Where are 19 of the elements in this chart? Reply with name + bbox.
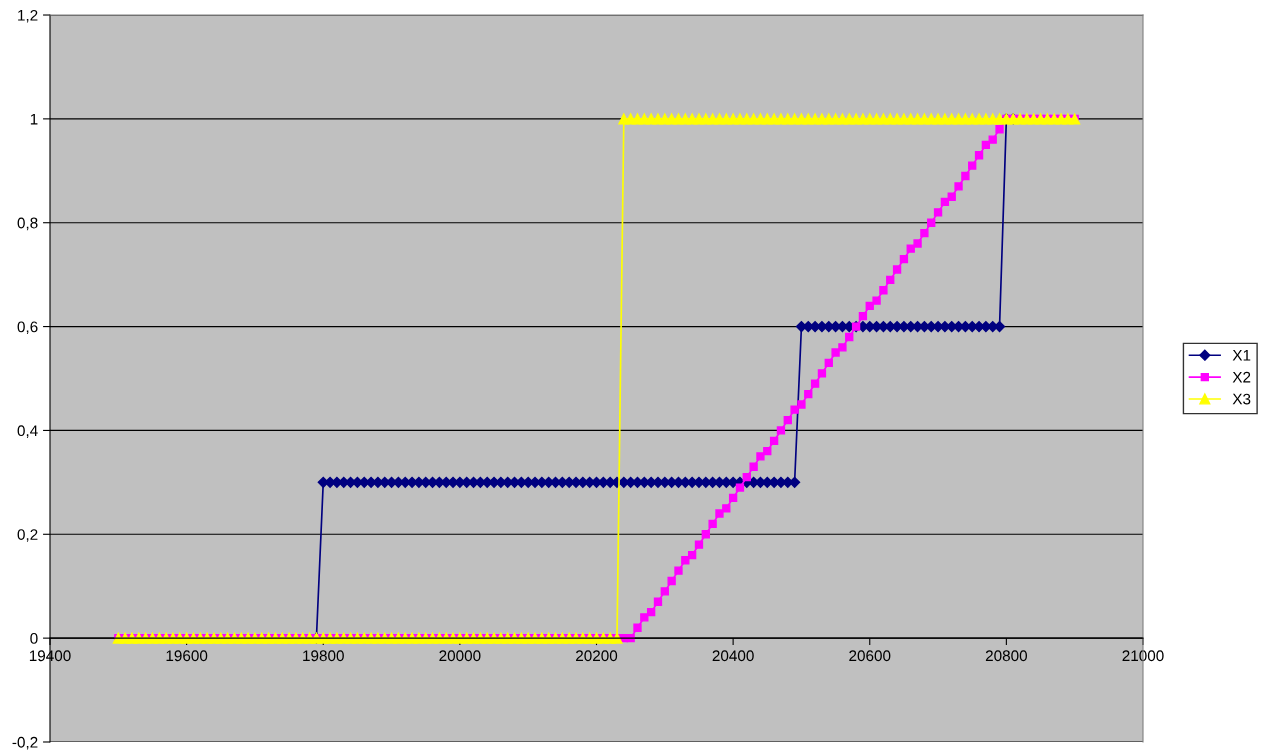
legend-label: X1 xyxy=(1232,350,1251,361)
x-tick-label: 21000 xyxy=(1122,650,1164,662)
y-tick-label: 1,2 xyxy=(18,9,38,23)
legend-label: X2 xyxy=(1232,371,1251,383)
x-tick-label: 20200 xyxy=(576,650,618,662)
y-tick-label: 0,4 xyxy=(17,425,38,438)
x-tick-label: 20800 xyxy=(985,650,1028,662)
y-tick-label: 0 xyxy=(30,633,38,644)
y-tick-label: 0,2 xyxy=(17,529,38,542)
y-tick-label: 0,8 xyxy=(17,217,38,231)
y-tick-label: 0,6 xyxy=(17,321,38,335)
y-tick-label: -0,2 xyxy=(12,736,38,750)
x-tick-label: 20600 xyxy=(849,650,891,662)
x-tick-label: 19800 xyxy=(303,650,344,662)
x-tick-label: 20400 xyxy=(712,650,754,662)
x-tick-label: 19600 xyxy=(166,650,208,662)
legend-label: X3 xyxy=(1232,393,1251,405)
y-tick-label: 1 xyxy=(30,113,38,125)
x-tick-label: 20000 xyxy=(439,650,481,662)
